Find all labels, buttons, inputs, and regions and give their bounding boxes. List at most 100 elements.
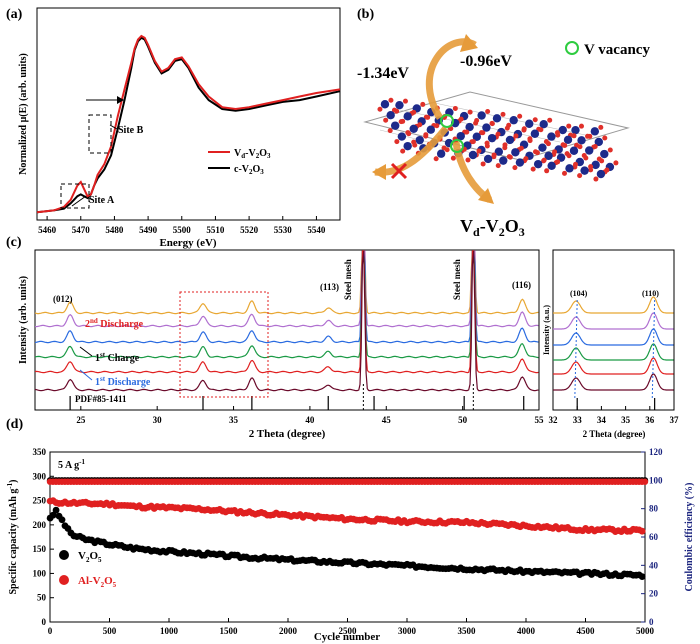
oxygen-atom bbox=[564, 151, 570, 157]
panel-c-inset-frame bbox=[552, 249, 675, 411]
vanadium-atom bbox=[409, 124, 418, 133]
oxygen-atom bbox=[538, 127, 544, 133]
oxygen-atom bbox=[473, 120, 479, 126]
vanadium-atom bbox=[415, 135, 424, 145]
inset-pattern-3 bbox=[553, 343, 674, 361]
panel-a-legend: Vd-V2O3 c-V2O3 bbox=[208, 148, 271, 176]
vanadium-atom bbox=[477, 111, 486, 120]
vanadium-atom bbox=[544, 151, 553, 161]
oxygen-atom bbox=[464, 129, 470, 135]
xrd-pattern-0 bbox=[34, 250, 539, 315]
oxygen-atom bbox=[566, 123, 572, 129]
oxygen-atom bbox=[484, 143, 490, 149]
panel-c-x-tick-label: 35 bbox=[229, 415, 239, 425]
legend-d-al: Al-V2O5 bbox=[78, 575, 117, 589]
oxygen-atom bbox=[377, 106, 383, 112]
panel-d-y2label: Coulombic efficiency (%) bbox=[684, 483, 695, 592]
panel-a-x-tick-label: 5480 bbox=[105, 225, 124, 235]
panel-a-x-ticks: 5460 5470 5480 5490 5500 5510 5520 5530 5540 bbox=[38, 216, 326, 235]
blocked-path-cross-icon bbox=[390, 162, 408, 180]
panel-d-y2-tick-label: 40 bbox=[649, 560, 659, 570]
oxygen-atom bbox=[434, 123, 440, 129]
oxygen-atom bbox=[420, 101, 426, 107]
panel-c-x-tick-label: 40 bbox=[305, 415, 315, 425]
oxygen-atom bbox=[554, 130, 560, 136]
panel-c-inset-x-tick-label: 33 bbox=[573, 415, 583, 425]
oxygen-atom bbox=[433, 156, 439, 162]
panel-a-xlabel: Energy (eV) bbox=[159, 237, 216, 249]
oxygen-atom bbox=[383, 117, 389, 123]
oxygen-atom bbox=[506, 154, 512, 160]
legend-vacancy: V vacancy bbox=[584, 42, 650, 58]
vanadium-atom bbox=[563, 135, 573, 145]
panel-d-y-tick-label: 100 bbox=[33, 568, 47, 578]
oxygen-atom bbox=[476, 148, 482, 154]
panel-d-x-tick-label: 4000 bbox=[517, 626, 536, 636]
site-b-label: Site B bbox=[118, 125, 144, 136]
site-b-box bbox=[88, 114, 112, 154]
vanadium-atom bbox=[596, 169, 606, 179]
ce-marker bbox=[641, 478, 649, 485]
vanadium-atom bbox=[436, 149, 446, 158]
panel-d-x-tick-label: 1500 bbox=[220, 626, 239, 636]
oxygen-atom bbox=[387, 128, 393, 134]
vanadium-atom bbox=[403, 141, 412, 151]
panel-c-x-tick-label: 45 bbox=[382, 415, 392, 425]
oxygen-atom bbox=[518, 145, 524, 151]
vanadium-atom bbox=[571, 125, 580, 135]
charge-arrow bbox=[79, 346, 93, 357]
oxygen-atom bbox=[530, 166, 536, 172]
oxygen-atom bbox=[513, 133, 519, 139]
vanadium-atom bbox=[577, 136, 586, 145]
capacity-marker bbox=[58, 516, 66, 524]
oxygen-atom bbox=[394, 139, 400, 145]
vanadium-atom bbox=[569, 146, 579, 155]
oxygen-atom bbox=[480, 130, 486, 136]
legend-d-v2o5: V2O5 bbox=[78, 550, 102, 564]
panel-c-label: (c) bbox=[6, 235, 22, 250]
oxygen-atom bbox=[583, 155, 589, 161]
steel-mesh-label-1: Steel mesh bbox=[343, 259, 353, 300]
panel-a-x-tick-label: 5540 bbox=[307, 225, 326, 235]
panel-a-x-tick-label: 5460 bbox=[38, 225, 57, 235]
panel-c-x-ticks: 25 30 35 40 45 50 55 bbox=[76, 406, 544, 425]
oxygen-atom bbox=[541, 157, 547, 163]
vanadium-atom bbox=[580, 166, 589, 175]
panel-c-x-tick-label: 25 bbox=[76, 415, 86, 425]
panel-d-y2-tick-label: 60 bbox=[649, 532, 659, 542]
vanadium-atom bbox=[525, 119, 534, 128]
vanadium-atom bbox=[539, 120, 548, 129]
curve-label-1st-discharge: 1st Discharge bbox=[95, 375, 151, 388]
inset-guide-110 bbox=[651, 299, 656, 401]
panel-a-series bbox=[36, 34, 341, 214]
vanadium-atom bbox=[533, 159, 543, 169]
xrd-pattern-3 bbox=[34, 250, 539, 359]
panel-d-x-tick-label: 0 bbox=[48, 626, 53, 636]
oxygen-atom bbox=[500, 111, 506, 117]
vanadium-atom bbox=[492, 114, 502, 123]
structure-title: Vd-V2O3 bbox=[460, 216, 525, 239]
oxygen-atom bbox=[400, 148, 406, 154]
series-line-c-v2o3 bbox=[36, 36, 341, 214]
inset-peak-110: (110) bbox=[642, 289, 659, 298]
panel-d-x-tick-label: 4500 bbox=[577, 626, 596, 636]
vanadium-atom bbox=[530, 129, 540, 138]
oxygen-atom bbox=[502, 145, 508, 151]
vanadium-atom bbox=[594, 137, 604, 147]
migration-arrowhead-down bbox=[372, 164, 386, 180]
panel-c-frame bbox=[34, 249, 540, 411]
panel-d-y-tick-label: 50 bbox=[37, 593, 47, 603]
panel-c-inset-patterns bbox=[553, 296, 674, 410]
inset-guide-104 bbox=[574, 299, 578, 401]
series-line-vd-v2o3 bbox=[36, 34, 341, 214]
panel-c-inset-x-tick-label: 36 bbox=[645, 415, 655, 425]
panel-d-y-tick-label: 300 bbox=[33, 471, 47, 481]
panel-d-x-tick-label: 2000 bbox=[279, 626, 298, 636]
panel-d-y2-tick-label: 120 bbox=[649, 447, 663, 457]
panel-d-y-tick-label: 250 bbox=[33, 496, 47, 506]
vanadium-atom bbox=[591, 160, 600, 170]
oxygen-atom bbox=[465, 157, 471, 163]
vanadium-atom bbox=[585, 146, 594, 155]
panel-c-patterns bbox=[34, 250, 539, 392]
